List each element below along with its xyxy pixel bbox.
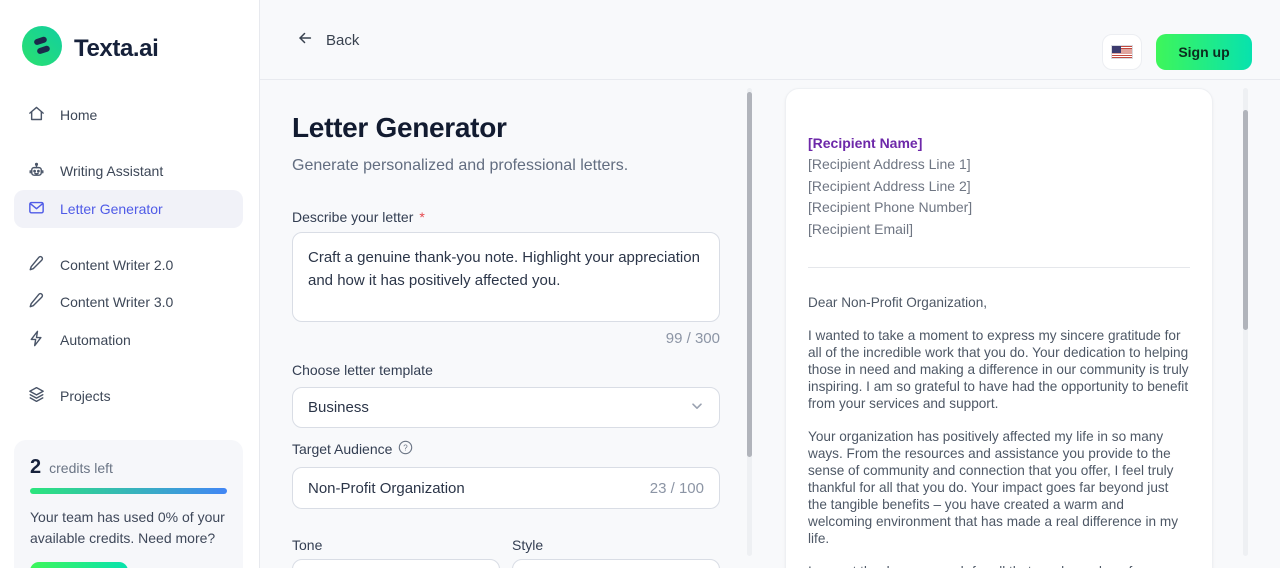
target-audience-field: 23 / 100	[292, 467, 720, 509]
describe-char-counter: 99 / 300	[665, 330, 720, 347]
brand-name: Texta.ai	[74, 34, 159, 62]
letter-paragraph: I cannot thank you enough for all that y…	[808, 563, 1190, 568]
language-selector-button[interactable]	[1102, 34, 1142, 70]
letter-preview-card: [Recipient Name] [Recipient Address Line…	[785, 88, 1213, 568]
sidebar-item-label: Automation	[60, 332, 131, 348]
sidebar-item-content-writer-3[interactable]: Content Writer 3.0	[14, 283, 243, 321]
letter-paragraph: Your organization has positively affecte…	[808, 429, 1178, 546]
tone-label: Tone	[292, 537, 323, 553]
sidebar-item-label: Letter Generator	[60, 201, 163, 217]
top-bar: Back Sign up	[260, 0, 1280, 80]
style-select[interactable]	[512, 559, 720, 568]
us-flag-icon	[1111, 45, 1133, 59]
required-asterisk: *	[419, 209, 425, 225]
audience-char-counter: 23 / 100	[649, 479, 704, 497]
credits-panel: 2 credits left Your team has used 0% of …	[14, 440, 243, 568]
brand-logo[interactable]: Texta.ai	[22, 26, 159, 71]
help-circle-icon[interactable]: ?	[398, 440, 413, 458]
credits-progress-bar	[30, 488, 227, 494]
recipient-name-placeholder: [Recipient Name]	[808, 135, 923, 151]
lightning-icon	[27, 329, 46, 351]
svg-text:?: ?	[404, 443, 409, 452]
sidebar-item-automation[interactable]: Automation	[14, 321, 243, 359]
describe-letter-label: Describe your letter *	[292, 209, 425, 225]
sidebar-item-label: Content Writer 2.0	[60, 257, 174, 273]
recipient-address-line-1: [Recipient Address Line 1]	[808, 156, 971, 172]
sidebar-item-label: Writing Assistant	[60, 163, 164, 179]
style-label: Style	[512, 537, 544, 553]
form-scrollbar-thumb[interactable]	[747, 92, 752, 457]
recipient-address-line-2: [Recipient Address Line 2]	[808, 177, 971, 194]
letter-template-label: Choose letter template	[292, 362, 433, 378]
pencil-icon	[27, 291, 46, 313]
tone-select[interactable]	[292, 559, 500, 568]
back-label: Back	[326, 31, 360, 49]
sidebar-item-label: Projects	[60, 388, 111, 404]
letter-salutation: Dear Non-Profit Organization,	[808, 295, 988, 310]
sidebar-item-label: Content Writer 3.0	[60, 294, 174, 310]
recipient-phone-placeholder: [Recipient Phone Number]	[808, 199, 973, 215]
credits-count: 2	[30, 456, 42, 478]
target-audience-label: Target Audience ?	[292, 440, 413, 458]
page-title: Letter Generator	[292, 112, 507, 143]
envelope-icon	[27, 198, 46, 220]
letter-template-select[interactable]: Business	[292, 387, 720, 428]
page-subtitle: Generate personalized and professional l…	[292, 157, 629, 174]
signup-button[interactable]: Sign up	[1156, 34, 1252, 70]
sidebar-signup-button[interactable]: Sign up	[30, 562, 128, 568]
target-audience-input[interactable]	[308, 479, 650, 497]
pencil-icon	[27, 254, 46, 276]
sidebar-item-letter-generator[interactable]: Letter Generator	[14, 190, 243, 228]
preview-divider	[808, 267, 1190, 268]
sidebar: Texta.ai Home Writing Assistant Letter G…	[0, 0, 260, 568]
layers-icon	[27, 385, 46, 407]
arrow-left-icon	[296, 29, 314, 51]
sidebar-item-content-writer-2[interactable]: Content Writer 2.0	[14, 246, 243, 284]
selected-template: Business	[308, 399, 369, 416]
home-icon	[27, 104, 46, 126]
chevron-down-icon	[690, 399, 704, 417]
recipient-email-placeholder: [Recipient Email]	[808, 220, 914, 237]
letter-paragraph: I wanted to take a moment to express my …	[808, 328, 1189, 411]
preview-scrollbar-thumb[interactable]	[1243, 110, 1248, 330]
sidebar-item-label: Home	[60, 107, 98, 123]
robot-icon	[27, 160, 46, 182]
sidebar-item-home[interactable]: Home	[14, 96, 243, 134]
sidebar-item-projects[interactable]: Projects	[14, 377, 243, 415]
describe-letter-textarea[interactable]: Craft a genuine thank-you note. Highligh…	[292, 232, 720, 322]
credits-message: Your team has used 0% of your available …	[30, 509, 225, 546]
texta-logo-icon	[22, 26, 62, 71]
credits-label: credits left	[49, 460, 113, 476]
back-button[interactable]: Back	[296, 26, 359, 54]
sidebar-item-writing-assistant[interactable]: Writing Assistant	[14, 152, 243, 190]
